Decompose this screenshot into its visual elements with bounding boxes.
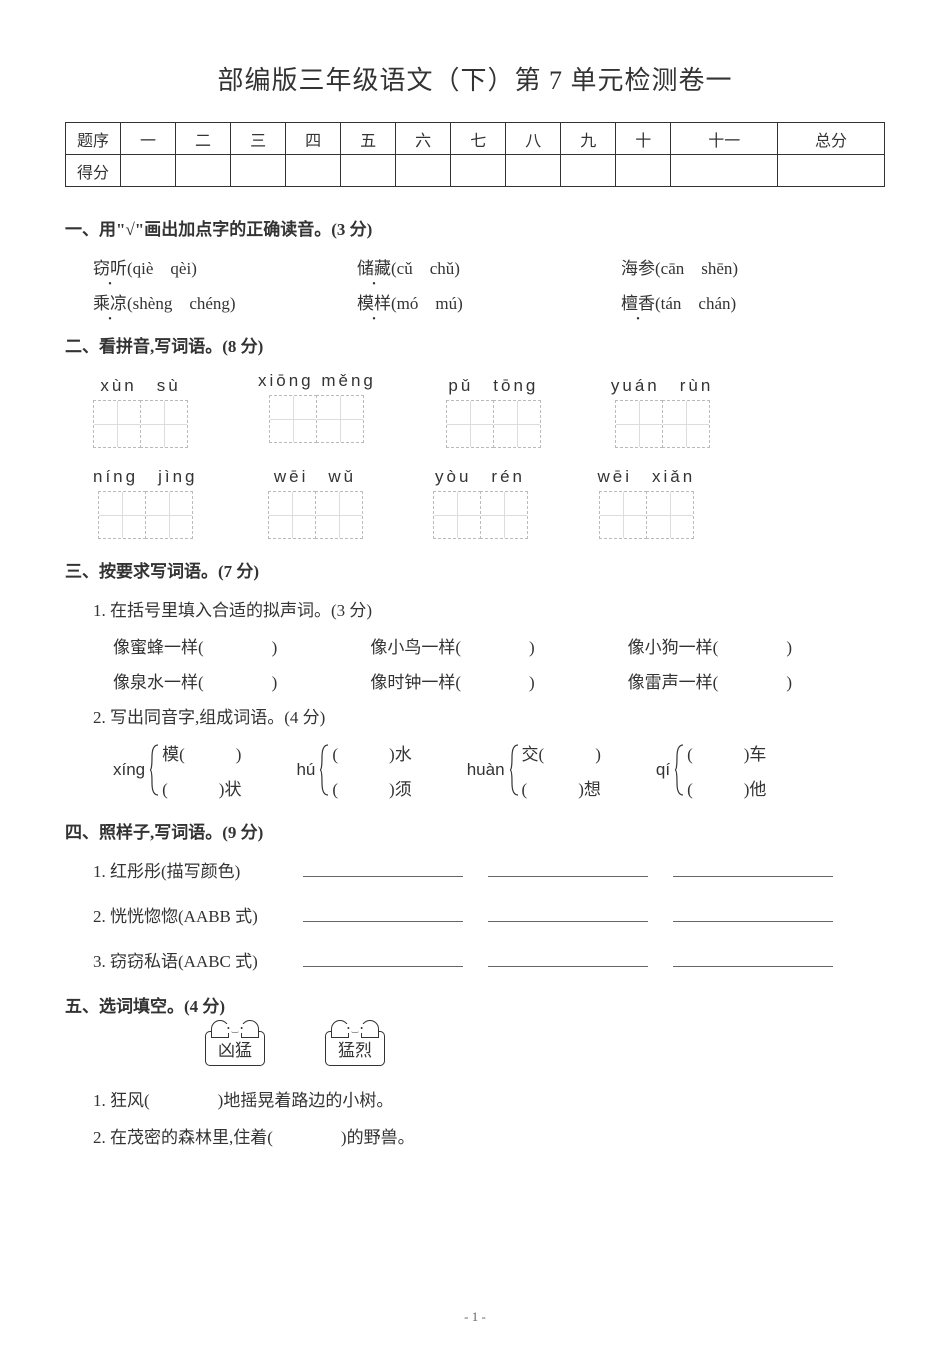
bear-face-icon: • ‿ •: [344, 1024, 366, 1033]
cell: 题序: [66, 123, 121, 155]
write-word-box[interactable]: yuán rùn: [611, 371, 713, 448]
answer-blank[interactable]: [303, 857, 463, 877]
example-label: 2. 恍恍惚惚(AABB 式): [93, 902, 278, 927]
answer-blank[interactable]: [673, 902, 833, 922]
section-1: 一、用"√"画出加点字的正确读音。(3 分) 窃听(qiè qèi) 储藏(cǔ…: [65, 215, 885, 314]
fill-blank[interactable]: 像时钟一样( ): [370, 668, 627, 693]
write-word-box[interactable]: níng jìng: [93, 462, 198, 539]
exam-title: 部编版三年级语文（下）第 7 单元检测卷一: [65, 60, 885, 97]
section-5: 五、选词填空。(4 分) • ‿ • 凶猛 • ‿ • 猛烈 1. 狂风( )地…: [65, 992, 885, 1148]
section-2: 二、看拼音,写词语。(8 分) xùn sù xiōng měng pǔ tōn…: [65, 332, 885, 539]
cell: 七: [451, 123, 506, 155]
write-word-box[interactable]: xùn sù: [93, 371, 188, 448]
table-row: 题序 一 二 三 四 五 六 七 八 九 十 十一 总分: [66, 123, 885, 155]
brace-icon: [675, 743, 685, 797]
fill-blank[interactable]: 像蜜蜂一样( ): [113, 633, 370, 658]
section-head: 三、按要求写词语。(7 分): [65, 557, 885, 582]
answer-blank[interactable]: [303, 947, 463, 967]
sub-question: 1. 在括号里填入合适的拟声词。(3 分): [93, 596, 885, 621]
cell[interactable]: [506, 155, 561, 187]
pinyin-choice: 檀香(tán chán): [621, 289, 885, 314]
pinyin-choice: 窃听(qiè qèi): [93, 254, 357, 279]
answer-blank[interactable]: [303, 902, 463, 922]
fill-sentence[interactable]: 1. 狂风( )地摇晃着路边的小树。: [93, 1086, 885, 1111]
fill-blank[interactable]: 像小鸟一样( ): [370, 633, 627, 658]
brace-icon: [510, 743, 520, 797]
section-head: 四、照样子,写词语。(9 分): [65, 818, 885, 843]
sub-question: 2. 写出同音字,组成词语。(4 分): [93, 703, 885, 728]
cell[interactable]: [778, 155, 885, 187]
cell[interactable]: [451, 155, 506, 187]
word-card: • ‿ • 猛烈: [325, 1031, 385, 1066]
page-number: - 1 -: [464, 1309, 486, 1325]
fill-blank[interactable]: 像小狗一样( ): [628, 633, 885, 658]
cell: 六: [396, 123, 451, 155]
brace-icon: [320, 743, 330, 797]
example-label: 3. 窃窃私语(AABC 式): [93, 947, 278, 972]
cell: 总分: [778, 123, 885, 155]
table-row: 得分: [66, 155, 885, 187]
homophone-group: huàn 交( )( )想: [467, 740, 601, 800]
cell[interactable]: [176, 155, 231, 187]
pinyin-choice: 储藏(cǔ chǔ): [357, 254, 621, 279]
write-word-box[interactable]: wēi xiǎn: [598, 462, 696, 539]
brace-icon: [150, 743, 160, 797]
cell: 得分: [66, 155, 121, 187]
section-head: 一、用"√"画出加点字的正确读音。(3 分): [65, 215, 885, 240]
answer-blank[interactable]: [673, 857, 833, 877]
cell[interactable]: [671, 155, 778, 187]
answer-blank[interactable]: [488, 857, 648, 877]
cell: 八: [506, 123, 561, 155]
cell[interactable]: [561, 155, 616, 187]
fill-blank[interactable]: 像泉水一样( ): [113, 668, 370, 693]
homophone-group: qí ( )车( )他: [656, 740, 767, 800]
pinyin-choice: 乘凉(shèng chéng): [93, 289, 357, 314]
fill-blank[interactable]: 像雷声一样( ): [628, 668, 885, 693]
write-word-box[interactable]: pǔ tōng: [446, 371, 541, 448]
cell: 九: [561, 123, 616, 155]
write-word-box[interactable]: wēi wǔ: [268, 462, 363, 539]
cell[interactable]: [231, 155, 286, 187]
section-head: 五、选词填空。(4 分): [65, 992, 885, 1017]
cell: 四: [286, 123, 341, 155]
cell: 一: [121, 123, 176, 155]
cell: 二: [176, 123, 231, 155]
score-table: 题序 一 二 三 四 五 六 七 八 九 十 十一 总分 得分: [65, 122, 885, 187]
bear-face-icon: • ‿ •: [224, 1024, 246, 1033]
write-word-box[interactable]: yòu rén: [433, 462, 528, 539]
section-head: 二、看拼音,写词语。(8 分): [65, 332, 885, 357]
homophone-group: xíng 模( )( )状: [113, 740, 241, 800]
answer-blank[interactable]: [488, 902, 648, 922]
cell: 三: [231, 123, 286, 155]
section-4: 四、照样子,写词语。(9 分) 1. 红彤彤(描写颜色) 2. 恍恍惚惚(AAB…: [65, 818, 885, 972]
homophone-group: hú ( )水( )须: [296, 740, 411, 800]
cell: 五: [341, 123, 396, 155]
example-label: 1. 红彤彤(描写颜色): [93, 857, 278, 882]
pinyin-choice: 模样(mó mú): [357, 289, 621, 314]
cell[interactable]: [286, 155, 341, 187]
section-3: 三、按要求写词语。(7 分) 1. 在括号里填入合适的拟声词。(3 分) 像蜜蜂…: [65, 557, 885, 800]
cell: 十一: [671, 123, 778, 155]
answer-blank[interactable]: [673, 947, 833, 967]
cell[interactable]: [341, 155, 396, 187]
pinyin-choice: 海参(cān shēn): [621, 254, 885, 279]
cell[interactable]: [616, 155, 671, 187]
cell[interactable]: [396, 155, 451, 187]
answer-blank[interactable]: [488, 947, 648, 967]
fill-sentence[interactable]: 2. 在茂密的森林里,住着( )的野兽。: [93, 1123, 885, 1148]
word-card: • ‿ • 凶猛: [205, 1031, 265, 1066]
write-word-box[interactable]: xiōng měng: [258, 371, 376, 448]
cell[interactable]: [121, 155, 176, 187]
cell: 十: [616, 123, 671, 155]
